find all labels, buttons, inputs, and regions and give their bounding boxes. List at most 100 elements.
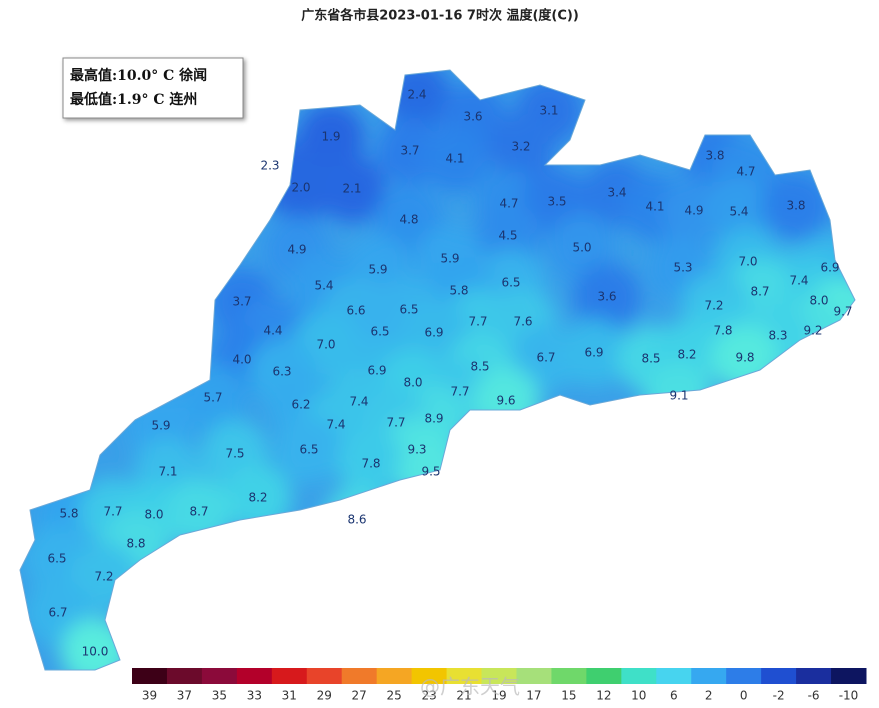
station-value: 6.2	[291, 398, 310, 412]
legend-label: 21	[456, 689, 471, 703]
province-border	[19, 69, 856, 671]
station-value: 2.4	[407, 88, 426, 102]
station-value: 7.4	[349, 395, 368, 409]
station-value: 8.2	[248, 491, 267, 505]
station-value: 3.7	[232, 295, 251, 309]
legend-swatch	[796, 668, 832, 684]
station-value: 8.0	[403, 376, 422, 390]
station-value: 7.0	[316, 338, 335, 352]
legend-label: 2	[705, 689, 713, 703]
station-value: 8.0	[144, 508, 163, 522]
station-value: 3.2	[511, 140, 530, 154]
info-min: 最低值:1.9° C 连州	[70, 91, 197, 108]
station-value: 7.8	[713, 324, 732, 338]
station-value: 2.1	[342, 182, 361, 196]
legend-swatch	[726, 668, 762, 684]
station-value: 7.2	[94, 570, 113, 584]
temperature-area	[297, 103, 365, 171]
legend-label: 23	[421, 689, 436, 703]
station-value: 8.6	[347, 513, 366, 527]
station-value: 3.6	[463, 110, 482, 124]
station-value: 6.6	[346, 304, 365, 318]
station-value: 5.9	[440, 252, 459, 266]
station-value: 5.8	[59, 507, 78, 521]
temperature-area	[421, 125, 489, 193]
legend-label: 27	[352, 689, 367, 703]
station-value: 10.0	[82, 645, 109, 659]
temperature-area	[337, 430, 405, 498]
temperature-area	[560, 319, 628, 387]
station-value: 8.7	[750, 285, 769, 299]
temperature-area	[318, 155, 386, 223]
legend-swatch	[271, 668, 308, 684]
legend-swatch	[691, 668, 727, 684]
station-value: 6.9	[820, 261, 839, 275]
station-value: 6.5	[47, 552, 66, 566]
station-value: 4.5	[498, 229, 517, 243]
station-value: 6.3	[272, 365, 291, 379]
station-value: 4.7	[499, 197, 518, 211]
station-value: 2.0	[291, 181, 310, 195]
station-value: 7.2	[704, 299, 723, 313]
info-box	[62, 57, 244, 119]
legend-swatch	[831, 668, 867, 684]
station-value: 8.5	[470, 360, 489, 374]
station-value: 4.1	[645, 200, 664, 214]
legend-swatch	[481, 668, 517, 684]
station-value: 1.9	[321, 130, 340, 144]
station-value: 3.5	[547, 195, 566, 209]
station-value: 9.3	[407, 443, 426, 457]
station-value: 4.9	[684, 204, 703, 218]
legend-label: 12	[596, 689, 611, 703]
legend-label: 10	[631, 689, 646, 703]
station-value: 7.5	[225, 447, 244, 461]
station-value: 6.7	[536, 351, 555, 365]
station-value: 3.6	[597, 290, 616, 304]
station-value: 6.5	[299, 443, 318, 457]
station-value: 5.4	[729, 205, 748, 219]
station-value: 7.4	[789, 274, 808, 288]
station-value: 4.1	[445, 152, 464, 166]
station-value: 9.6	[496, 394, 515, 408]
station-value: 8.5	[641, 352, 660, 366]
station-value: 8.9	[424, 412, 443, 426]
station-value: 4.8	[399, 213, 418, 227]
temperature-area	[275, 416, 343, 484]
legend-swatch	[201, 668, 238, 684]
station-value: 8.2	[677, 348, 696, 362]
temperature-area	[487, 113, 555, 181]
station-value: 7.1	[158, 465, 177, 479]
station-value: 5.8	[449, 284, 468, 298]
station-value: 4.7	[736, 165, 755, 179]
map-title: 广东省各市县2023-01-16 7时次 温度(度(C))	[301, 8, 579, 24]
legend-label: 25	[387, 689, 402, 703]
legend-label: 35	[212, 689, 227, 703]
legend-swatch	[132, 668, 168, 684]
station-value: 4.4	[263, 324, 282, 338]
legend-swatch	[236, 668, 273, 684]
legend-swatch	[166, 668, 203, 684]
station-value: 8.0	[809, 294, 828, 308]
station-value: 7.7	[386, 416, 405, 430]
temperature-area	[573, 263, 641, 331]
legend-swatch	[341, 668, 378, 684]
station-value: 6.9	[424, 326, 443, 340]
legend-label: -10	[839, 689, 859, 703]
station-value: 9.7	[833, 305, 852, 319]
station-value: 8.8	[126, 537, 145, 551]
station-value: 5.3	[673, 261, 692, 275]
legend-label: 31	[282, 689, 297, 703]
legend-label: 19	[491, 689, 506, 703]
station-value: 6.9	[584, 346, 603, 360]
legend-label: 29	[317, 689, 332, 703]
station-value: 3.8	[705, 149, 724, 163]
station-value: 7.7	[450, 385, 469, 399]
station-value: 3.4	[607, 186, 626, 200]
station-value: 5.0	[572, 241, 591, 255]
station-value: 7.0	[738, 255, 757, 269]
station-value: 2.3	[260, 159, 279, 173]
legend-swatch	[446, 668, 483, 684]
station-value: 7.4	[326, 418, 345, 432]
legend-swatch	[586, 668, 622, 684]
